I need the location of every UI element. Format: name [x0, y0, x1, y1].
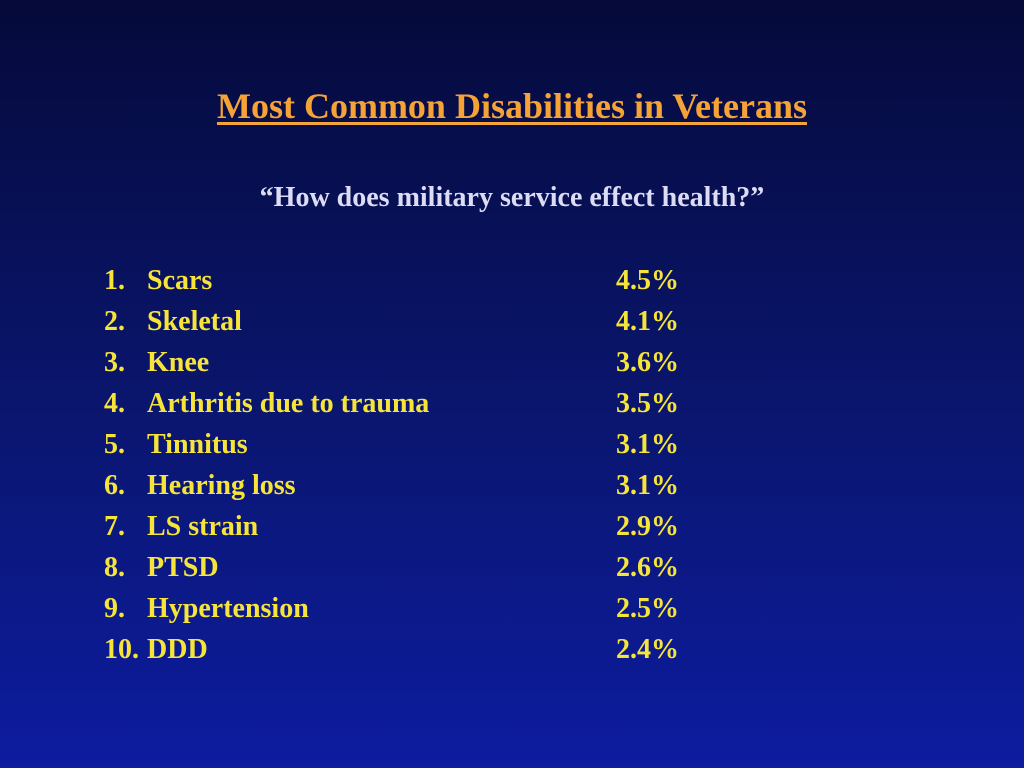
item-number: 3.	[104, 347, 125, 378]
item-label: LS strain	[147, 511, 259, 542]
list-item: 9. Hypertension 2.5%	[104, 588, 804, 629]
item-number: 6.	[104, 470, 125, 501]
item-percent: 4.1%	[616, 306, 679, 337]
item-label: Hearing loss	[147, 470, 296, 501]
item-number: 4.	[104, 388, 125, 419]
item-percent: 3.1%	[616, 429, 679, 460]
item-label: Hypertension	[147, 593, 309, 624]
slide-subtitle: “How does military service effect health…	[259, 182, 765, 213]
list-item: 1. Scars 4.5%	[104, 260, 804, 301]
item-percent: 2.5%	[616, 593, 679, 624]
item-percent: 4.5%	[616, 265, 679, 296]
item-percent: 3.1%	[616, 470, 679, 501]
item-label: Tinnitus	[147, 429, 248, 460]
list-item: 2. Skeletal 4.1%	[104, 301, 804, 342]
item-label: Arthritis due to trauma	[147, 388, 430, 419]
slide-title: Most Common Disabilities in Veterans	[216, 86, 807, 126]
item-label: Scars	[147, 265, 213, 296]
list-item: 8. PTSD 2.6%	[104, 547, 804, 588]
item-percent: 2.4%	[616, 634, 679, 665]
disability-list: 1. Scars 4.5% 2. Skeletal 4.1% 3. Knee 3…	[104, 260, 804, 670]
list-item: 5. Tinnitus 3.1%	[104, 424, 804, 465]
item-percent: 3.5%	[616, 388, 679, 419]
item-number: 2.	[104, 306, 125, 337]
item-number: 5.	[104, 429, 125, 460]
item-percent: 3.6%	[616, 347, 679, 378]
item-number: 1.	[104, 265, 125, 296]
list-item: 4. Arthritis due to trauma 3.5%	[104, 383, 804, 424]
list-item: 10. DDD 2.4%	[104, 629, 804, 670]
item-label: Skeletal	[147, 306, 242, 337]
item-percent: 2.6%	[616, 552, 679, 583]
item-label: Knee	[147, 347, 210, 378]
item-label: PTSD	[147, 552, 219, 583]
item-number: 9.	[104, 593, 125, 624]
item-number: 8.	[104, 552, 125, 583]
item-number: 7.	[104, 511, 125, 542]
list-item: 3. Knee 3.6%	[104, 342, 804, 383]
item-label: DDD	[147, 634, 208, 665]
item-percent: 2.9%	[616, 511, 679, 542]
list-item: 7. LS strain 2.9%	[104, 506, 804, 547]
list-item: 6. Hearing loss 3.1%	[104, 465, 804, 506]
item-number: 10.	[104, 634, 139, 665]
